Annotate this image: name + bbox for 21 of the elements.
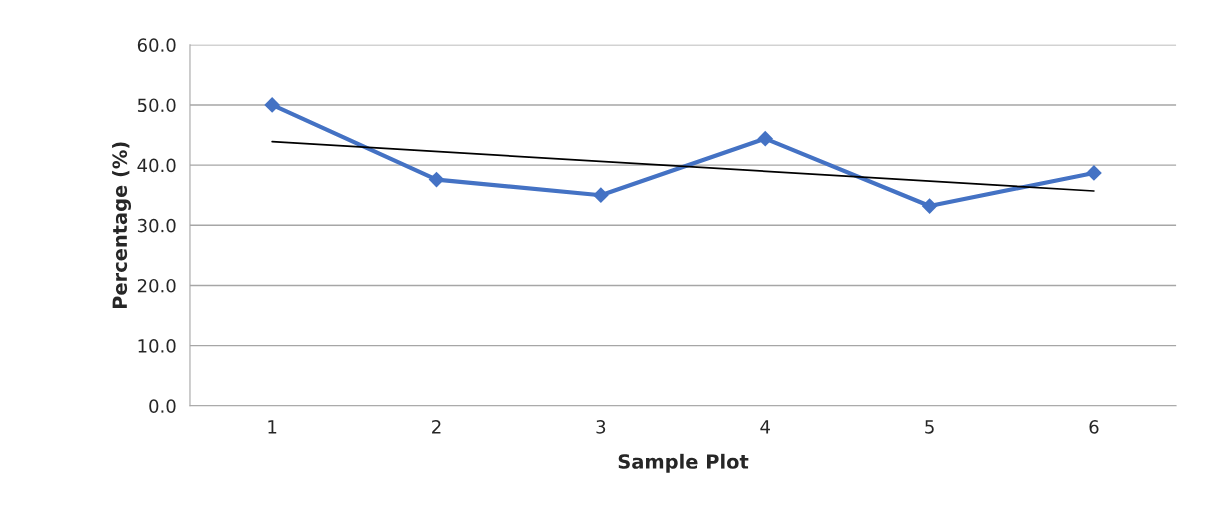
point <box>757 130 774 147</box>
point <box>264 97 281 113</box>
y-tick-label: 10.0 <box>138 339 176 353</box>
y-tick-label: 50.0 <box>137 98 176 113</box>
point <box>593 187 609 204</box>
point <box>1086 165 1102 181</box>
y-tick-label: 0.0 <box>149 399 176 413</box>
x-tick-label: 1 <box>268 420 277 434</box>
x-axis-title: Sample Plot <box>618 453 749 473</box>
x-tick-label: 4 <box>760 420 770 434</box>
point <box>428 171 445 188</box>
point <box>921 198 938 214</box>
x-tick-label: 3 <box>596 420 606 434</box>
y-tick-label: 20.0 <box>137 278 176 293</box>
y-tick-label: 30.0 <box>137 218 176 233</box>
x-tick-label: 2 <box>432 420 441 434</box>
y-tick-label: 40.0 <box>137 158 176 173</box>
y-axis-title: Percentage (%) <box>112 142 132 309</box>
y-tick-label: 60.0 <box>137 38 176 52</box>
x-tick-label: 6 <box>1089 420 1099 434</box>
x-tick-label: 5 <box>925 420 934 434</box>
